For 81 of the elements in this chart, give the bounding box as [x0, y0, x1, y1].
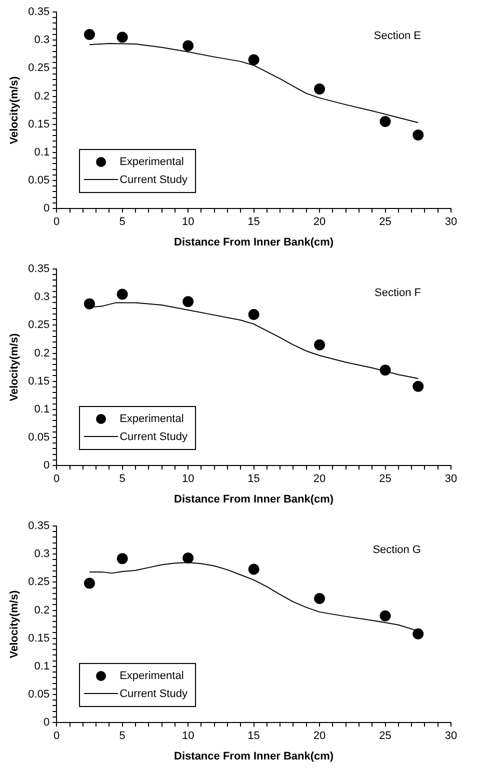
y-axis-title: Velocity(m/s) — [8, 333, 21, 402]
y-tick-label: 0.3 — [34, 34, 50, 46]
x-tick-label: 30 — [444, 730, 458, 742]
legend-label: Experimental — [120, 412, 184, 425]
point — [248, 309, 260, 320]
x-tick-label: 0 — [54, 730, 60, 742]
x-tick-label: 10 — [182, 473, 194, 486]
y-tick-label: 0.35 — [28, 520, 50, 532]
x-tick-label: 15 — [248, 730, 260, 742]
x-tick-label: 5 — [119, 216, 126, 228]
point — [116, 288, 128, 300]
point — [314, 83, 326, 94]
x-tick-label: 30 — [444, 473, 458, 486]
y-tick-label: 0.1 — [34, 660, 50, 672]
y-tick-label: 0.15 — [28, 118, 50, 130]
x-tick-label: 10 — [182, 730, 194, 742]
y-tick-label: 0.15 — [28, 632, 50, 644]
y-tick-label: 0.25 — [28, 62, 50, 74]
x-tick-label: 25 — [379, 730, 392, 742]
y-tick-label: 0.05 — [28, 174, 50, 187]
point — [412, 380, 424, 392]
point — [380, 364, 391, 376]
y-tick-label: 0.25 — [28, 576, 50, 588]
point — [248, 54, 260, 66]
point — [412, 130, 424, 141]
x-tick-label: 15 — [248, 473, 260, 486]
y-tick-label: 0.2 — [34, 90, 50, 102]
point — [380, 610, 391, 622]
annotation: Section F — [374, 287, 421, 299]
y-tick-label: 0.3 — [34, 291, 50, 304]
y-tick-label: 0.05 — [28, 688, 50, 701]
legend-label: Current Study — [120, 174, 188, 186]
point — [84, 298, 95, 310]
x-tick-label: 0 — [54, 216, 60, 228]
point — [116, 32, 128, 43]
x-tick-label: 30 — [444, 216, 458, 228]
y-tick-label: 0.35 — [28, 263, 50, 276]
legend-label: Current Study — [120, 430, 188, 443]
point — [84, 578, 95, 589]
y-tick-label: 0.35 — [28, 6, 50, 18]
x-tick-label: 5 — [119, 473, 126, 486]
y-tick-label: 0.05 — [28, 432, 50, 444]
y-tick-label: 0.15 — [28, 375, 50, 388]
x-tick-label: 25 — [379, 216, 392, 228]
point — [116, 553, 128, 564]
annotation: Section E — [374, 30, 421, 42]
x-tick-label: 5 — [119, 730, 126, 742]
x-axis-title: Distance From Inner Bank(cm) — [174, 750, 334, 762]
y-tick-label: 0 — [43, 202, 50, 215]
x-tick-label: 20 — [313, 473, 326, 486]
y-tick-label: 0.1 — [34, 403, 50, 416]
point — [248, 564, 260, 575]
x-tick-label: 0 — [54, 473, 60, 486]
y-tick-label: 0 — [43, 460, 50, 472]
point — [182, 552, 194, 564]
x-tick-label: 20 — [313, 730, 326, 742]
point — [314, 592, 326, 604]
y-tick-label: 0 — [43, 716, 50, 729]
point — [84, 28, 95, 40]
y-tick-label: 0.2 — [34, 604, 50, 616]
y-tick-label: 0.2 — [34, 347, 50, 360]
legend-label: Experimental — [120, 670, 184, 682]
x-tick-label: 25 — [379, 473, 392, 486]
y-tick-label: 0.1 — [34, 146, 50, 158]
annotation: Section G — [372, 544, 421, 556]
y-tick-label: 0.3 — [34, 548, 50, 560]
x-tick-label: 15 — [248, 216, 260, 228]
y-axis-title: Velocity(m/s) — [8, 590, 21, 658]
point — [182, 296, 194, 308]
legend-label: Experimental — [120, 156, 184, 168]
x-axis-title: Distance From Inner Bank(cm) — [174, 236, 334, 248]
point — [412, 628, 424, 640]
x-tick-label: 10 — [182, 216, 194, 228]
point — [182, 40, 194, 52]
x-axis-title: Distance From Inner Bank(cm) — [174, 493, 334, 506]
y-axis-title: Velocity(m/s) — [8, 76, 21, 144]
point — [380, 116, 391, 128]
y-tick-label: 0.25 — [28, 319, 50, 332]
point — [314, 339, 326, 350]
x-tick-label: 20 — [313, 216, 326, 228]
legend-label: Current Study — [120, 688, 188, 700]
